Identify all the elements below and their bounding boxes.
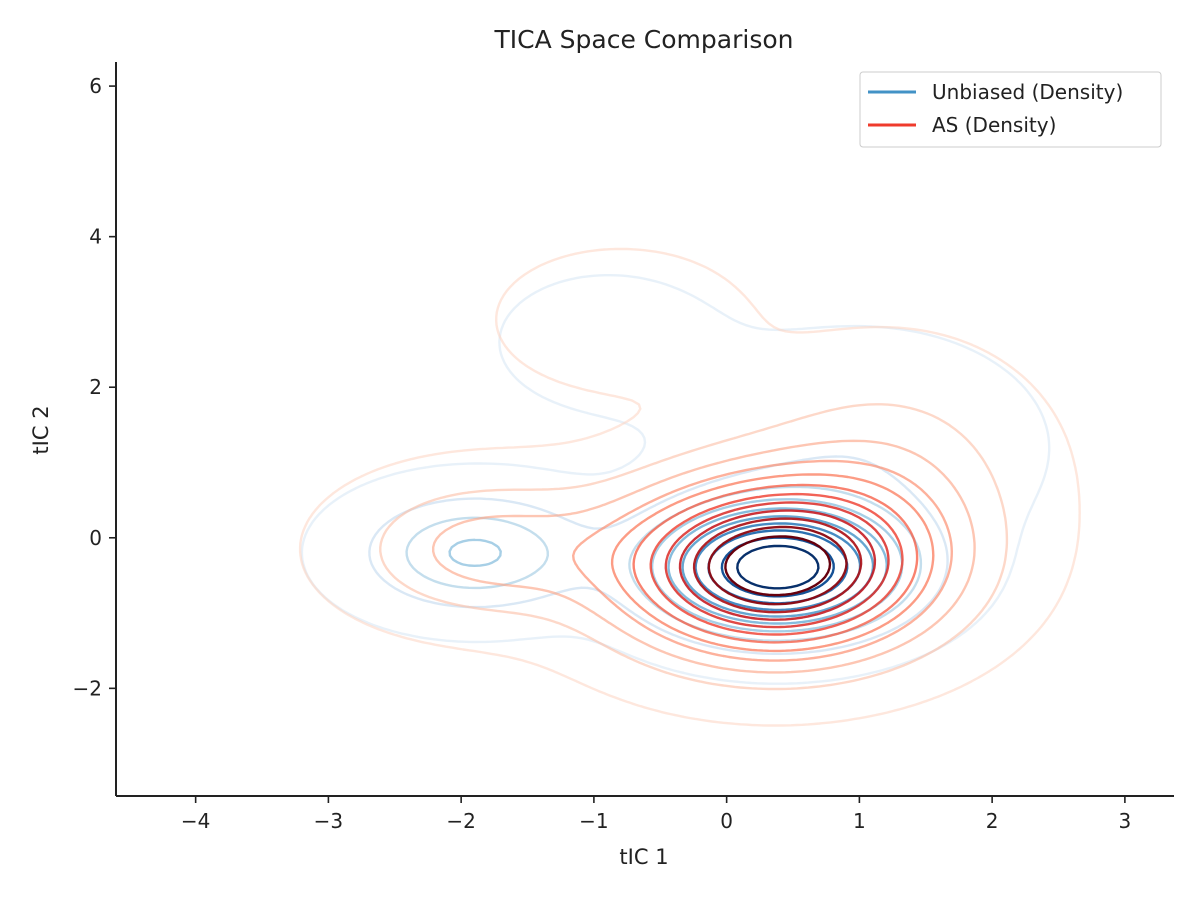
x-tick-label: −2	[446, 809, 475, 833]
contour-level-1-11	[724, 535, 832, 597]
contour-level-0-0	[300, 274, 1051, 685]
contour-level-1-8	[678, 509, 877, 621]
contour-level-1-1	[379, 403, 1009, 691]
x-tick-label: 3	[1119, 809, 1132, 833]
chart-title: TICA Space Comparison	[494, 25, 794, 54]
contour-level-1-6	[649, 492, 904, 636]
contour-level-1-5	[632, 483, 919, 644]
contour-level-1-10	[707, 525, 848, 606]
y-tick-label: −2	[73, 676, 102, 700]
x-tick-label: −3	[314, 809, 343, 833]
contour-level-0-9	[736, 544, 820, 590]
legend-label-unbiased: Unbiased (Density)	[932, 80, 1123, 104]
x-tick-label: 0	[720, 809, 733, 833]
x-tick-label: −1	[579, 809, 608, 833]
y-tick-label: 2	[89, 375, 102, 399]
contour-level-1-0	[298, 247, 1081, 727]
y-tick-label: 0	[89, 526, 102, 550]
x-tick-label: 2	[986, 809, 999, 833]
legend-label-as: AS (Density)	[932, 113, 1056, 137]
axes: −4 −3 −2 −1 0 1 2 3 −2 0 2 4 6	[73, 62, 1174, 833]
contour-level-1-3	[572, 459, 953, 662]
legend-frame	[859, 71, 1162, 148]
contour-series-1	[298, 247, 1081, 727]
x-tick-label: −4	[181, 809, 210, 833]
x-axis-label: tIC 1	[619, 845, 668, 869]
density-contours	[298, 247, 1081, 727]
contour-level-1-9	[692, 517, 863, 614]
x-tick-label: 1	[853, 809, 866, 833]
y-tick-label: 6	[89, 74, 102, 98]
legend: Unbiased (Density) AS (Density)	[859, 71, 1162, 148]
contour-level-1-7	[664, 501, 890, 629]
contour-level-1-2	[432, 439, 976, 674]
contour-level-0-3	[448, 498, 904, 633]
y-axis-label: tIC 2	[29, 405, 53, 454]
contour-level-1-4	[610, 473, 935, 653]
y-tick-label: 4	[89, 225, 102, 249]
